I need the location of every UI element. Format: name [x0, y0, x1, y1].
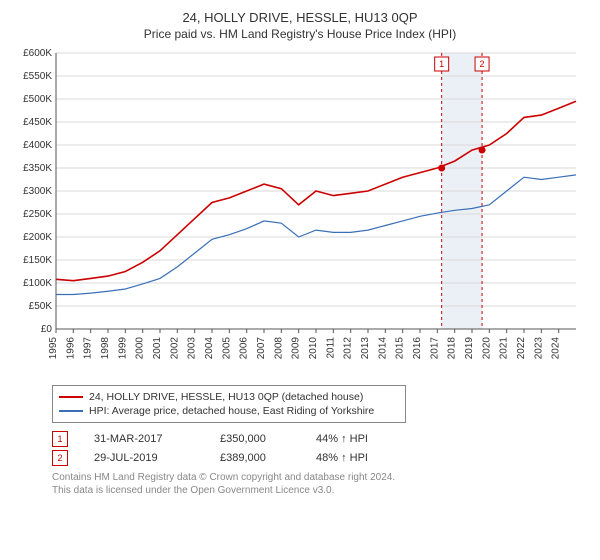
svg-text:£450K: £450K [23, 117, 52, 128]
svg-text:2021: 2021 [499, 337, 510, 360]
svg-text:1: 1 [439, 59, 444, 69]
svg-text:2005: 2005 [221, 337, 232, 360]
svg-text:2017: 2017 [429, 337, 440, 360]
sale-date: 31-MAR-2017 [94, 433, 194, 445]
legend-swatch [59, 410, 83, 412]
svg-text:2010: 2010 [308, 337, 319, 360]
svg-text:1998: 1998 [100, 337, 111, 360]
svg-text:2007: 2007 [256, 337, 267, 360]
chart-svg: £0 £50K £100K £150K £200K £250K £300K £350K £400… [16, 47, 584, 377]
svg-text:2014: 2014 [377, 337, 388, 360]
svg-text:2019: 2019 [464, 337, 475, 360]
svg-text:2004: 2004 [204, 337, 215, 360]
svg-text:£550K: £550K [23, 71, 52, 82]
legend-swatch [59, 396, 83, 398]
sale-price: £389,000 [220, 452, 290, 464]
svg-text:1997: 1997 [83, 337, 94, 360]
legend: 24, HOLLY DRIVE, HESSLE, HU13 0QP (detac… [52, 385, 406, 423]
svg-text:2024: 2024 [551, 337, 562, 360]
sale-row: 2 29-JUL-2019 £389,000 48% ↑ HPI [52, 450, 584, 466]
svg-text:2009: 2009 [291, 337, 302, 360]
svg-text:2023: 2023 [533, 337, 544, 360]
svg-text:£400K: £400K [23, 140, 52, 151]
credits-line2: This data is licensed under the Open Gov… [52, 485, 584, 498]
svg-text:£300K: £300K [23, 186, 52, 197]
page-subtitle: Price paid vs. HM Land Registry's House … [16, 27, 584, 41]
svg-text:2000: 2000 [135, 337, 146, 360]
svg-text:£350K: £350K [23, 163, 52, 174]
chart-container: 24, HOLLY DRIVE, HESSLE, HU13 0QP Price … [0, 0, 600, 501]
legend-row: HPI: Average price, detached house, East… [59, 404, 399, 418]
svg-text:1995: 1995 [48, 337, 59, 360]
svg-text:£150K: £150K [23, 255, 52, 266]
svg-text:£50K: £50K [29, 301, 53, 312]
svg-text:2003: 2003 [187, 337, 198, 360]
svg-text:2011: 2011 [325, 337, 336, 359]
svg-text:2002: 2002 [169, 337, 180, 360]
sales-table: 1 31-MAR-2017 £350,000 44% ↑ HPI 2 29-JUL-201… [52, 431, 584, 466]
sale-date: 29-JUL-2019 [94, 452, 194, 464]
svg-text:£500K: £500K [23, 94, 52, 105]
sale-price: £350,000 [220, 433, 290, 445]
sale-pct: 44% ↑ HPI [316, 433, 396, 445]
svg-text:2015: 2015 [395, 337, 406, 360]
svg-text:2018: 2018 [447, 337, 458, 360]
sale-pct: 48% ↑ HPI [316, 452, 396, 464]
credits: Contains HM Land Registry data © Crown c… [52, 472, 584, 497]
svg-text:2013: 2013 [360, 337, 371, 360]
svg-text:2022: 2022 [516, 337, 527, 360]
svg-text:£250K: £250K [23, 209, 52, 220]
svg-text:2001: 2001 [152, 337, 163, 360]
legend-row: 24, HOLLY DRIVE, HESSLE, HU13 0QP (detac… [59, 390, 399, 404]
svg-text:1999: 1999 [117, 337, 128, 360]
svg-text:1996: 1996 [65, 337, 76, 360]
svg-text:£600K: £600K [23, 48, 52, 59]
svg-text:2: 2 [480, 59, 485, 69]
svg-text:£0: £0 [41, 324, 53, 335]
sale-marker-icon: 2 [52, 450, 68, 466]
sale-row: 1 31-MAR-2017 £350,000 44% ↑ HPI [52, 431, 584, 447]
svg-text:2016: 2016 [412, 337, 423, 360]
svg-text:£200K: £200K [23, 232, 52, 243]
svg-text:2012: 2012 [343, 337, 354, 360]
legend-label: 24, HOLLY DRIVE, HESSLE, HU13 0QP (detac… [89, 391, 363, 403]
svg-text:2020: 2020 [481, 337, 492, 360]
svg-text:2008: 2008 [273, 337, 284, 360]
page-title: 24, HOLLY DRIVE, HESSLE, HU13 0QP [16, 10, 584, 25]
svg-text:2006: 2006 [239, 337, 250, 360]
sale-marker-icon: 1 [52, 431, 68, 447]
legend-label: HPI: Average price, detached house, East… [89, 405, 374, 417]
chart: £0 £50K £100K £150K £200K £250K £300K £350K £400… [16, 47, 584, 377]
credits-line1: Contains HM Land Registry data © Crown c… [52, 472, 584, 485]
svg-text:£100K: £100K [23, 278, 52, 289]
